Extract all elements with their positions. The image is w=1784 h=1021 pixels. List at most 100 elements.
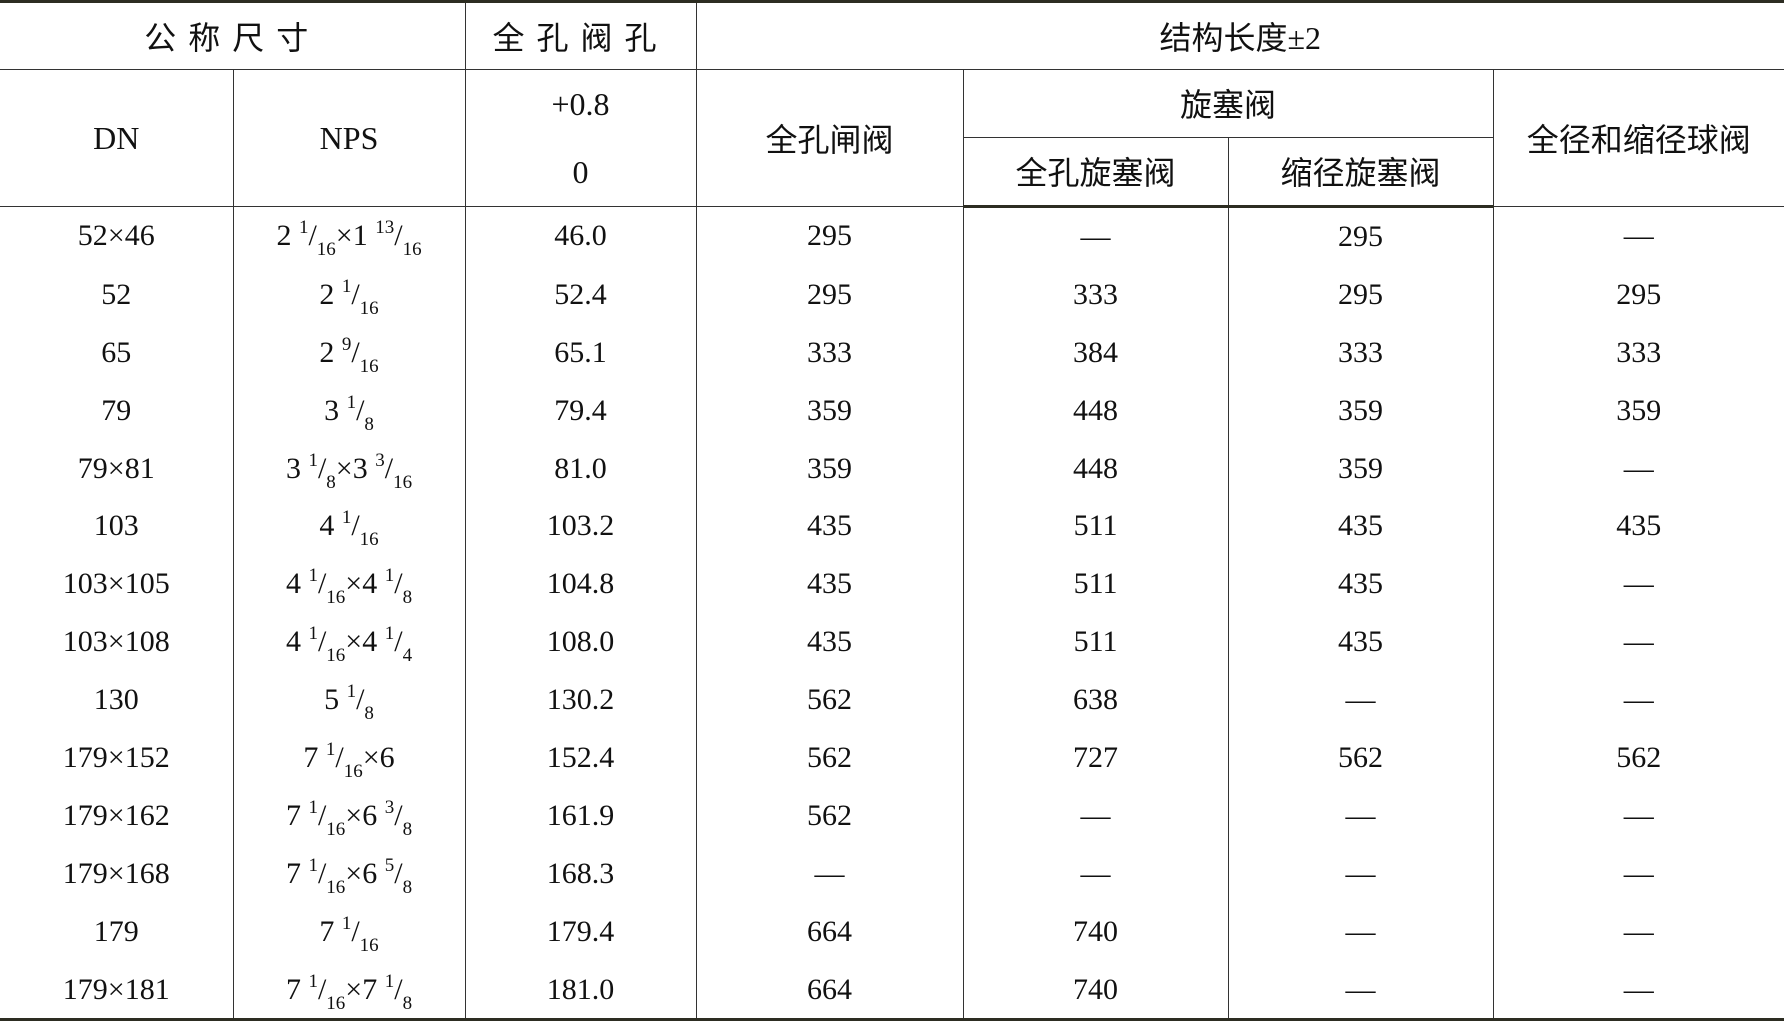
nps-text: 7 (319, 914, 342, 948)
fraction-denominator: 16 (402, 239, 422, 261)
cell-gate: 435 (695, 497, 964, 556)
cell-plug-reduced: — (1227, 902, 1494, 961)
cell-bore: 181.0 (464, 960, 697, 1021)
table-row: 52×46 2 1/16×1 13/16 46.0 295—295— (0, 206, 1784, 266)
fraction-denominator: 16 (316, 239, 336, 261)
nps-text: / (384, 451, 394, 485)
header-row-2: DN NPS +0.8 0 全孔闸阀 旋塞阀 全径和缩径球阀 (0, 69, 1784, 207)
cell-nps: 7 1/16 (232, 902, 466, 961)
fraction-numerator: 1 (308, 970, 318, 992)
nps-text: ×1 (335, 219, 376, 253)
nps-text: ×3 (335, 451, 376, 485)
cell-plug-reduced: 562 (1227, 729, 1494, 787)
header-row-3: 全孔旋塞阀 缩径旋塞阀 (0, 136, 1784, 209)
fraction-numerator: 1 (384, 623, 395, 645)
nps-text: / (351, 277, 360, 311)
cell-gate: — (695, 844, 964, 903)
fraction-denominator: 8 (364, 703, 374, 725)
table-row: 103×108 4 1/16×4 1/4 108.0 435 511 435— (0, 613, 1784, 672)
fraction-numerator: 1 (384, 970, 395, 992)
cell-dn: 179×162 (0, 786, 234, 845)
fraction-denominator: 16 (326, 876, 346, 898)
cell-dn: 130 (0, 671, 234, 730)
cell-bore: 46.0 (464, 206, 697, 266)
cell-ball: 562 (1492, 729, 1784, 787)
cell-dn: 79×81 (0, 439, 234, 498)
fraction-denominator: 8 (326, 471, 336, 493)
cell-gate: 664 (695, 960, 964, 1021)
cell-plug-reduced: 435 (1227, 613, 1494, 672)
fraction-denominator: 8 (402, 587, 413, 609)
nps-text: / (394, 625, 403, 659)
fraction-numerator: 1 (341, 912, 352, 934)
nps-text: ×4 (345, 625, 385, 659)
header-ball: 全径和缩径球阀 (1492, 69, 1784, 207)
cell-gate: 562 (695, 671, 964, 730)
fraction-denominator: 16 (359, 355, 379, 377)
cell-dn: 79 (0, 381, 234, 440)
nps-text: / (308, 219, 317, 253)
fraction-denominator: 4 (402, 645, 413, 667)
header-plug-full: 全孔旋塞阀 (963, 136, 1229, 209)
cell-plug-full: 511 (962, 613, 1229, 672)
table-row: 65 2 9/16 65.1 333 384 333 333 (0, 323, 1784, 382)
cell-ball: — (1492, 786, 1784, 845)
header-plug: 旋塞阀 (962, 69, 1494, 138)
fraction-denominator: 8 (364, 413, 374, 435)
cell-ball: 435 (1492, 497, 1784, 556)
cell-gate: 562 (695, 786, 964, 845)
fraction-denominator: 16 (326, 645, 346, 667)
table-row: 52 2 1/16 52.4 295 333 295 295 (0, 265, 1784, 324)
cell-dn: 179×181 (0, 960, 234, 1021)
fraction-numerator: 1 (308, 449, 318, 471)
cell-nps: 4 1/16 (232, 497, 466, 556)
fraction-numerator: 1 (346, 391, 357, 413)
fraction-numerator: 1 (325, 738, 336, 760)
nps-text: / (356, 683, 365, 717)
cell-nps: 4 1/16×4 1/8 (232, 555, 466, 614)
cell-nps: 5 1/8 (232, 671, 466, 730)
cell-ball: — (1492, 613, 1784, 672)
cell-nps: 3 1/8×3 3/16 (232, 439, 466, 498)
cell-gate: 435 (695, 613, 964, 672)
header-full-bore: 全孔阀孔 (464, 0, 697, 70)
nps-text: ×4 (345, 567, 385, 601)
fraction-numerator: 3 (375, 449, 385, 471)
cell-nps: 3 1/8 (232, 381, 466, 440)
nps-text: / (317, 625, 327, 659)
table-row: 179×168 7 1/16×6 5/8 168.3— — — — (0, 844, 1784, 903)
header-tolerance: +0.8 0 (464, 69, 697, 207)
cell-dn: 179×152 (0, 729, 234, 787)
table-row: 130 5 1/8 130.2 562 638— — (0, 671, 1784, 730)
nps-text: ×6 (345, 856, 385, 890)
cell-plug-full: 511 (962, 497, 1229, 556)
nps-text: 2 (276, 219, 299, 253)
fraction-numerator: 1 (384, 565, 395, 587)
nps-text: 7 (285, 798, 309, 832)
nps-text: ×7 (345, 972, 385, 1006)
cell-bore: 52.4 (464, 265, 697, 324)
table-row: 179×181 7 1/16×7 1/8 181.0 664 740— — (0, 960, 1784, 1021)
cell-gate: 359 (695, 439, 964, 498)
fraction-numerator: 5 (384, 854, 395, 876)
cell-ball: — (1492, 844, 1784, 903)
nps-text: 4 (285, 625, 309, 659)
cell-bore: 104.8 (464, 555, 697, 614)
cell-nps: 7 1/16×6 (232, 729, 466, 787)
header-row-1: 公称尺寸 全孔阀孔 结构长度±2 (0, 0, 1784, 70)
cell-nps: 2 9/16 (232, 323, 466, 382)
cell-plug-reduced: 333 (1227, 323, 1494, 382)
cell-dn: 52×46 (0, 206, 234, 266)
header-face-to-face: 结构长度±2 (695, 0, 1784, 70)
tolerance-plus: +0.8 (551, 86, 610, 122)
cell-dn: 65 (0, 323, 234, 382)
cell-plug-full: 740 (962, 902, 1229, 961)
cell-plug-full: — (962, 206, 1229, 266)
cell-plug-reduced: 359 (1227, 381, 1494, 440)
nps-text: 7 (285, 856, 309, 890)
table-row: 179×162 7 1/16×6 3/8 161.9 562— — — (0, 786, 1784, 845)
cell-plug-reduced: 435 (1227, 497, 1494, 556)
header-gate: 全孔闸阀 (695, 69, 964, 207)
fraction-denominator: 16 (359, 934, 379, 956)
cell-plug-reduced: — (1227, 844, 1494, 903)
